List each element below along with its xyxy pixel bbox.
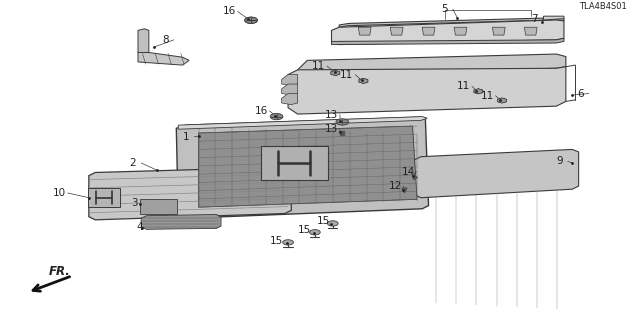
Polygon shape (492, 27, 505, 35)
Polygon shape (178, 116, 428, 129)
Polygon shape (141, 214, 221, 229)
Text: 16: 16 (255, 106, 268, 116)
Polygon shape (332, 20, 564, 44)
Polygon shape (176, 117, 429, 218)
Polygon shape (497, 98, 506, 103)
Polygon shape (474, 89, 483, 94)
Text: 4: 4 (136, 222, 143, 232)
Text: 7: 7 (531, 14, 537, 24)
Text: 8: 8 (162, 35, 169, 45)
Circle shape (244, 17, 257, 23)
Polygon shape (331, 70, 340, 76)
Polygon shape (332, 38, 564, 44)
Polygon shape (543, 16, 564, 20)
Text: 14: 14 (401, 166, 415, 177)
Circle shape (270, 113, 283, 120)
Text: 5: 5 (441, 4, 448, 14)
Circle shape (328, 221, 338, 226)
Polygon shape (282, 93, 298, 105)
Text: 1: 1 (182, 132, 189, 142)
Polygon shape (282, 84, 298, 95)
Text: 11: 11 (312, 61, 325, 71)
Polygon shape (474, 89, 483, 94)
Text: 11: 11 (457, 81, 470, 91)
Polygon shape (422, 27, 435, 35)
Text: 13: 13 (325, 110, 338, 120)
Text: 15: 15 (317, 216, 330, 226)
Polygon shape (359, 78, 368, 84)
Text: 15: 15 (270, 236, 283, 246)
Circle shape (310, 230, 320, 235)
Text: 15: 15 (298, 225, 310, 235)
Text: 9: 9 (556, 156, 563, 166)
Text: 10: 10 (53, 188, 66, 198)
Polygon shape (454, 27, 467, 35)
Polygon shape (331, 70, 340, 76)
Polygon shape (138, 29, 149, 54)
Polygon shape (298, 54, 566, 75)
Polygon shape (358, 27, 371, 35)
Polygon shape (89, 167, 291, 220)
Polygon shape (339, 18, 564, 27)
Polygon shape (497, 98, 506, 103)
Text: 12: 12 (388, 181, 402, 191)
Text: FR.: FR. (49, 265, 70, 278)
Bar (140, 199, 177, 214)
Text: 11: 11 (340, 69, 353, 80)
Text: 3: 3 (131, 198, 138, 208)
Polygon shape (198, 126, 417, 207)
Polygon shape (282, 75, 298, 86)
Bar (261, 146, 328, 180)
Polygon shape (415, 149, 579, 198)
Circle shape (244, 17, 257, 23)
Polygon shape (524, 27, 537, 35)
Circle shape (336, 119, 349, 125)
Text: 11: 11 (481, 91, 494, 101)
Bar (88, 188, 120, 207)
Text: 6: 6 (577, 89, 584, 99)
Circle shape (283, 240, 293, 245)
Text: 2: 2 (129, 158, 136, 168)
Text: TLA4B4S01: TLA4B4S01 (579, 3, 627, 12)
Text: 16: 16 (223, 6, 236, 16)
Polygon shape (359, 78, 368, 84)
Text: 13: 13 (325, 124, 338, 134)
Polygon shape (288, 67, 566, 114)
Polygon shape (138, 52, 189, 65)
Polygon shape (390, 27, 403, 35)
